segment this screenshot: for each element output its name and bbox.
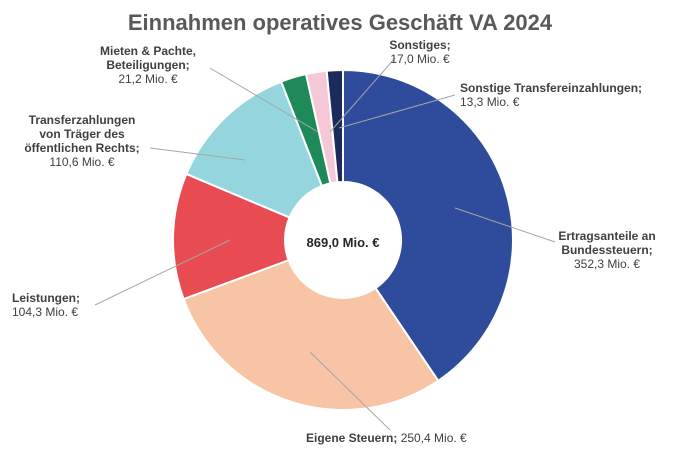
chart-title: Einnahmen operatives Geschäft VA 2024: [128, 10, 553, 35]
slice-label-4: Transferzahlungen von Träger des öffentlic…: [24, 113, 139, 169]
donut-slice-4: [185, 80, 324, 219]
leader-line-1: [454, 207, 556, 243]
leader-line-3: [94, 239, 231, 306]
leader-lines: [94, 57, 556, 431]
slices-group: [172, 68, 514, 411]
slice-label-6: Sonstiges; 17,0 Mio. €: [389, 38, 450, 66]
leader-line-2: [309, 351, 391, 431]
leader-line-6: [329, 57, 396, 133]
slice-label-5: Mieten & Pachte, Beteiligungen; 21,2 Mio. …: [100, 44, 196, 86]
slice-label-1: Ertragsanteile an Bundessteuern; 352,3 Mio…: [558, 229, 655, 271]
donut-slice-1: [342, 68, 514, 383]
slice-label-3: Leistungen; 104,3 Mio. €: [12, 291, 80, 319]
slice-label-7: Sonstige Transfereinzahlungen; 13,3 Mio. …: [460, 81, 642, 109]
slice-labels: Ertragsanteile an Bundessteuern; 352,3 Mio…: [12, 38, 656, 445]
leader-line-7: [338, 94, 456, 129]
leader-line-5: [209, 67, 319, 133]
leader-line-4: [149, 147, 246, 161]
donut-slice-2: [182, 258, 440, 411]
center-total-label: 869,0 Mio. €: [307, 235, 380, 250]
slice-label-2: Eigene Steuern; 250,4 Mio. €: [306, 431, 467, 445]
